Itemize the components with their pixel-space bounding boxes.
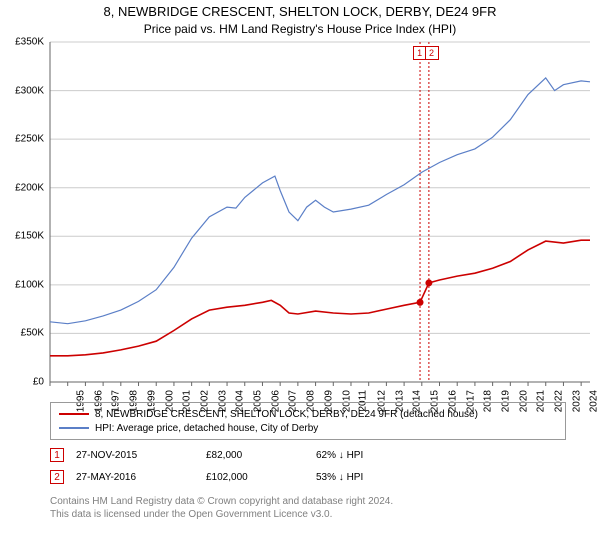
trade-diff: 53% ↓ HPI (316, 472, 363, 483)
legend-item: 8, NEWBRIDGE CRESCENT, SHELTON LOCK, DER… (59, 407, 557, 421)
trade-price: £82,000 (206, 450, 316, 461)
x-tick-label: 2023 (571, 390, 582, 412)
trade-price: £102,000 (206, 472, 316, 483)
footer: Contains HM Land Registry data © Crown c… (50, 496, 393, 521)
legend-swatch (59, 413, 89, 415)
trade-diff: 62% ↓ HPI (316, 450, 363, 461)
trade-date: 27-NOV-2015 (76, 450, 206, 461)
x-axis-labels: 1995199619971998199920002001200220032004… (0, 0, 600, 420)
legend-swatch (59, 427, 89, 429)
trade-row: 2 27-MAY-2016£102,00053% ↓ HPI (50, 466, 363, 488)
legend-label: 8, NEWBRIDGE CRESCENT, SHELTON LOCK, DER… (95, 409, 478, 420)
trade-row: 1 27-NOV-2015£82,00062% ↓ HPI (50, 444, 363, 466)
footer-line2: This data is licensed under the Open Gov… (50, 509, 393, 522)
trade-number-box: 1 (50, 448, 64, 462)
x-tick-label: 2024 (589, 390, 600, 412)
trade-number-box: 2 (50, 470, 64, 484)
footer-line1: Contains HM Land Registry data © Crown c… (50, 496, 393, 509)
legend-item: HPI: Average price, detached house, City… (59, 421, 557, 435)
trades-table: 1 27-NOV-2015£82,00062% ↓ HPI 2 27-MAY-2016… (50, 444, 363, 488)
trade-date: 27-MAY-2016 (76, 472, 206, 483)
legend-label: HPI: Average price, detached house, City… (95, 423, 318, 434)
legend: 8, NEWBRIDGE CRESCENT, SHELTON LOCK, DER… (50, 402, 566, 440)
